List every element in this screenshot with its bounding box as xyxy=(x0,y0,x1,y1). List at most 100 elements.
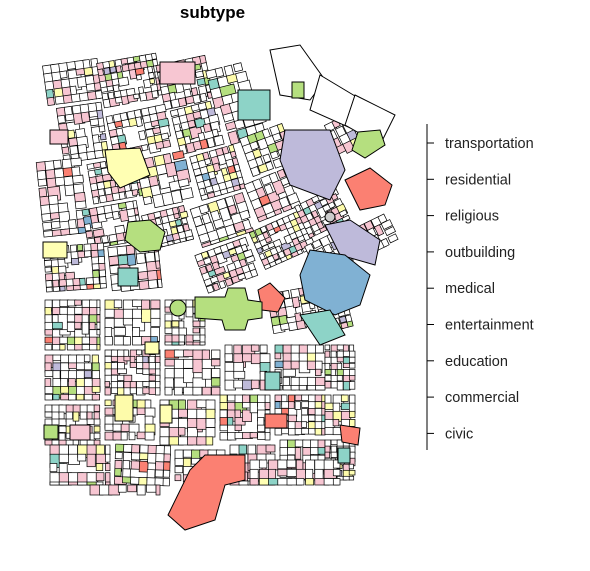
city-block xyxy=(104,349,161,396)
building-footprint xyxy=(108,484,120,496)
building-footprint xyxy=(196,418,207,430)
building-footprint xyxy=(281,428,289,435)
religious-building xyxy=(43,424,59,440)
building-footprint xyxy=(52,393,60,401)
outbuilding xyxy=(42,241,68,259)
building-footprint xyxy=(123,349,129,357)
building-footprint xyxy=(38,187,48,198)
religious-building xyxy=(169,299,187,317)
city-block xyxy=(189,192,254,248)
building-footprint xyxy=(113,299,123,309)
building-footprint xyxy=(290,385,301,391)
building-footprint xyxy=(97,256,106,265)
building-footprint xyxy=(271,132,282,142)
building-footprint xyxy=(232,184,241,192)
building-footprint xyxy=(159,436,170,446)
building-footprint xyxy=(213,265,226,276)
building-footprint xyxy=(147,65,154,74)
building-footprint xyxy=(76,370,85,380)
building-footprint xyxy=(211,386,221,396)
building-footprint xyxy=(131,189,139,197)
building-footprint xyxy=(136,484,146,496)
building-footprint xyxy=(162,477,170,487)
building-footprint xyxy=(81,208,90,217)
building-footprint xyxy=(204,157,212,166)
building-footprint xyxy=(173,386,183,396)
building-footprint xyxy=(96,344,101,351)
building-footprint xyxy=(268,478,279,486)
building-footprint xyxy=(177,97,187,108)
building-footprint xyxy=(77,453,87,462)
city-block xyxy=(134,150,194,209)
building-footprint xyxy=(277,459,288,470)
building-footprint xyxy=(44,370,54,377)
building-footprint xyxy=(104,336,113,346)
building-footprint xyxy=(139,452,149,461)
building-footprint xyxy=(96,307,101,315)
building-footprint xyxy=(264,402,271,410)
building-footprint xyxy=(174,474,182,482)
building-footprint xyxy=(257,424,266,433)
building-footprint xyxy=(324,344,331,351)
city-block xyxy=(96,52,164,109)
city-block xyxy=(274,394,326,436)
building-footprint xyxy=(183,358,194,369)
building-footprint xyxy=(74,321,82,330)
building-footprint xyxy=(341,214,351,223)
building-footprint xyxy=(178,408,189,418)
city-blocks xyxy=(35,52,399,496)
building-footprint xyxy=(136,349,142,356)
building-footprint xyxy=(95,481,104,486)
building-footprint xyxy=(224,353,234,362)
building-footprint xyxy=(148,355,156,364)
building-footprint xyxy=(137,270,149,281)
building-footprint xyxy=(86,453,96,468)
legend-label-residential: residential xyxy=(445,172,511,188)
building-footprint xyxy=(59,344,66,351)
building-footprint xyxy=(106,85,114,92)
building-footprint xyxy=(111,210,120,220)
building-footprint xyxy=(219,402,228,410)
city-block xyxy=(159,399,216,446)
building-footprint xyxy=(117,368,127,374)
building-footprint xyxy=(150,308,161,320)
building-footprint xyxy=(113,327,126,336)
building-footprint xyxy=(285,305,298,319)
building-footprint xyxy=(114,468,122,477)
commercial-building xyxy=(279,129,346,201)
building-footprint xyxy=(336,375,343,382)
building-footprint xyxy=(249,478,259,486)
building-footprint xyxy=(118,191,126,200)
civic-building xyxy=(264,413,288,429)
building-footprint xyxy=(53,159,62,169)
building-footprint xyxy=(132,299,143,307)
building-footprint xyxy=(308,414,316,422)
building-footprint xyxy=(76,244,84,252)
building-footprint xyxy=(178,327,187,337)
building-footprint xyxy=(147,279,159,290)
building-footprint xyxy=(234,432,244,440)
building-footprint xyxy=(99,133,107,141)
building-footprint xyxy=(86,439,96,446)
building-footprint xyxy=(148,71,155,80)
building-footprint xyxy=(324,394,332,405)
building-footprint xyxy=(135,74,142,81)
building-footprint xyxy=(117,484,127,493)
building-footprint xyxy=(380,237,390,248)
building-footprint xyxy=(83,362,92,371)
building-footprint xyxy=(36,169,47,181)
building-footprint xyxy=(227,432,237,441)
city-block xyxy=(105,103,172,162)
outbuilding xyxy=(104,147,151,189)
building-footprint xyxy=(308,408,316,415)
city-block xyxy=(274,344,326,391)
education-building xyxy=(114,394,134,422)
building-footprint xyxy=(227,394,236,402)
building-footprint xyxy=(224,277,234,287)
building-footprint xyxy=(181,217,188,225)
building-footprint xyxy=(128,431,136,441)
city-block xyxy=(194,236,259,294)
building-footprint xyxy=(93,425,101,433)
building-footprint xyxy=(218,206,232,222)
building-footprint xyxy=(324,410,334,421)
